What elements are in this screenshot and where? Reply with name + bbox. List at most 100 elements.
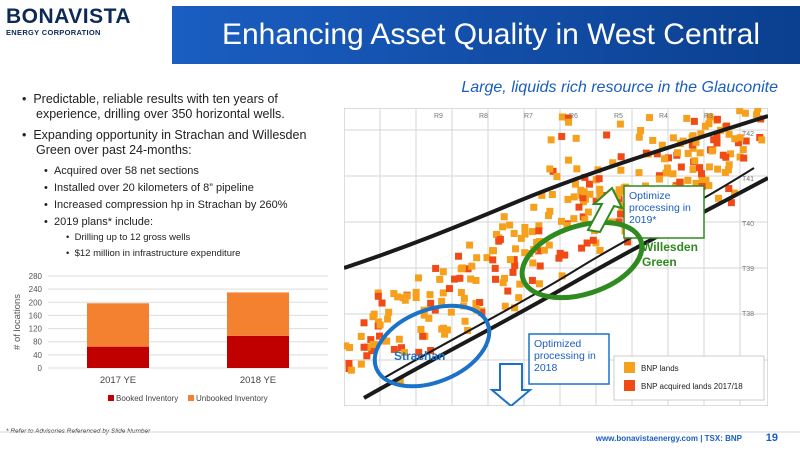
land-parcel <box>572 134 580 142</box>
land-parcel <box>589 236 597 244</box>
land-parcel <box>491 264 499 272</box>
land-parcel <box>715 194 723 202</box>
land-parcel <box>492 230 500 238</box>
land-parcel <box>553 173 561 181</box>
land-parcel <box>692 138 700 146</box>
land-parcel <box>664 154 672 162</box>
land-parcel <box>419 332 427 340</box>
land-parcel <box>443 326 451 334</box>
land-parcel <box>725 185 733 193</box>
land-parcel <box>570 193 578 201</box>
x-tick-label: 2017 YE <box>100 375 136 386</box>
footer-website-link[interactable]: www.bonavistaenergy.com | TSX: BNP <box>595 434 742 443</box>
land-parcel <box>556 249 564 257</box>
land-parcel <box>538 191 546 199</box>
land-parcel <box>564 114 572 122</box>
land-parcel <box>637 126 645 134</box>
land-parcel <box>603 131 611 139</box>
willesden-label: Willesden <box>642 240 698 254</box>
land-parcel <box>739 146 747 154</box>
legend-label: Unbooked Inventory <box>196 394 268 403</box>
willesden-callout-box <box>623 185 705 239</box>
y-tick-label: 0 <box>38 364 43 373</box>
land-parcel <box>415 348 423 356</box>
land-parcel <box>558 132 566 140</box>
land-parcel <box>441 330 449 338</box>
land-parcel <box>528 276 536 284</box>
bullet-item: • Expanding opportunity in Strachan and … <box>22 128 307 157</box>
bullet-subitem: • Acquired over 58 net sections <box>44 165 199 177</box>
y-tick-label: 120 <box>29 325 43 334</box>
land-parcel <box>547 136 555 144</box>
slide-title: Enhancing Asset Quality in West Central <box>221 18 760 51</box>
range-label: R3 <box>704 113 713 120</box>
land-parcel <box>368 347 376 355</box>
township-label: T42 <box>742 131 754 138</box>
land-parcel <box>673 149 681 157</box>
land-parcel <box>491 275 499 283</box>
land-parcel <box>615 196 623 204</box>
land-parcel <box>595 175 603 183</box>
land-parcel <box>517 234 525 242</box>
land-parcel <box>649 136 657 144</box>
map-legend-swatch <box>624 380 635 391</box>
land-parcel <box>401 296 409 304</box>
land-parcel <box>427 347 435 355</box>
bullet-item: • Predictable, reliable results with ten… <box>22 92 285 121</box>
land-parcel <box>394 293 402 301</box>
strachan-ellipse <box>372 303 492 389</box>
land-parcel <box>467 275 475 283</box>
map-legend-label: BNP acquired lands 2017/18 <box>641 382 743 391</box>
land-parcel <box>754 108 762 113</box>
land-parcel <box>521 249 529 257</box>
land-parcel <box>725 161 733 169</box>
land-parcel <box>504 287 512 295</box>
land-parcel <box>438 297 446 305</box>
locations-bar-chart: 0 40 80 120 160 200 240 280 # of locations 2017 Y… <box>12 272 328 403</box>
land-parcel <box>472 276 480 284</box>
land-parcel <box>438 325 446 333</box>
township-label: T38 <box>742 311 754 318</box>
land-parcel <box>390 290 398 298</box>
footer-bar <box>0 431 800 433</box>
range-label: R9 <box>434 113 443 120</box>
land-parcel <box>374 292 382 300</box>
land-parcel <box>635 169 643 177</box>
land-parcel <box>573 165 581 173</box>
land-parcel <box>456 274 464 282</box>
land-parcel <box>661 155 669 163</box>
land-parcel <box>516 280 524 288</box>
land-parcel <box>571 180 579 188</box>
land-parcel <box>705 163 713 171</box>
land-parcel <box>360 319 368 327</box>
land-parcel <box>489 247 497 255</box>
y-tick-label: 40 <box>33 351 42 360</box>
land-parcel <box>683 114 691 122</box>
land-parcel <box>585 180 593 188</box>
land-parcel <box>432 264 440 272</box>
land-parcel <box>458 264 466 272</box>
bullet-subitem: • 2019 plans* include: <box>44 216 154 228</box>
land-parcel <box>510 256 518 264</box>
land-parcel <box>734 139 742 147</box>
range-label: R4 <box>659 113 668 120</box>
land-parcel <box>578 244 586 252</box>
land-parcel <box>369 340 377 348</box>
land-parcel <box>363 352 371 360</box>
map-legend-swatch <box>624 362 635 373</box>
land-parcel <box>689 132 697 140</box>
land-parcel <box>653 150 661 158</box>
land-parcel <box>510 229 518 237</box>
land-parcel <box>684 149 692 157</box>
legend-label: Booked Inventory <box>116 394 178 403</box>
land-parcel <box>426 291 434 299</box>
y-tick-label: 240 <box>29 285 43 294</box>
land-parcel <box>376 321 384 329</box>
land-parcel <box>596 192 604 200</box>
land-parcel <box>725 130 733 138</box>
land-parcel <box>727 199 735 207</box>
land-parcel <box>714 165 722 173</box>
land-parcel <box>384 315 392 323</box>
land-parcel <box>512 245 520 253</box>
land-parcel <box>360 343 368 351</box>
